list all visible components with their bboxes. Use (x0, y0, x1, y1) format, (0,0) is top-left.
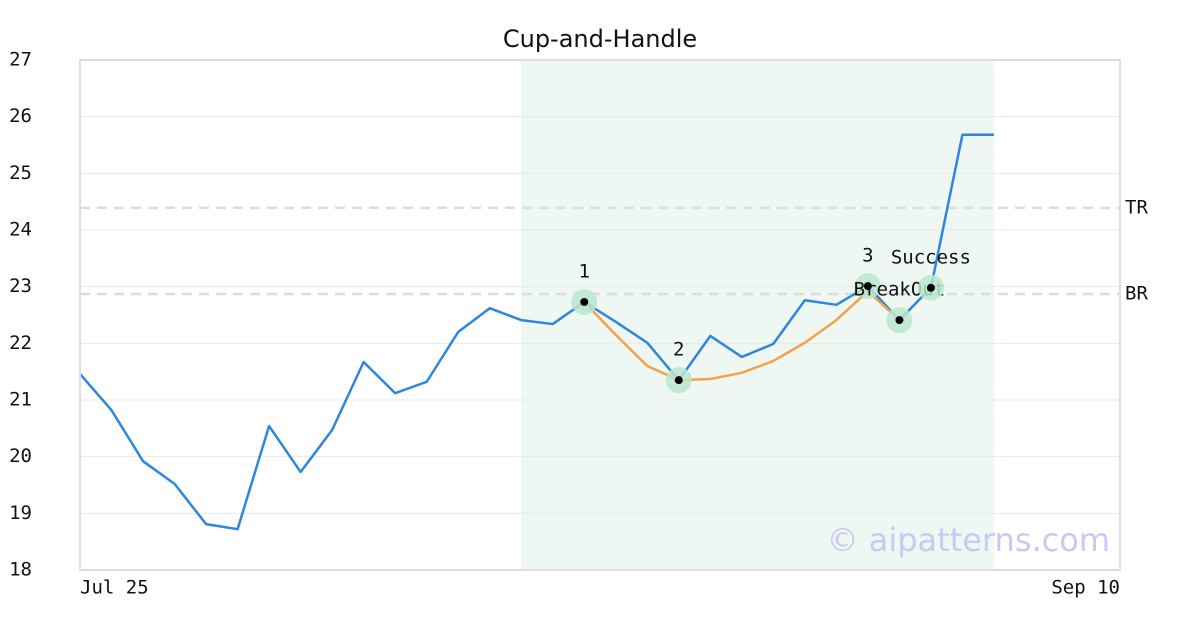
point-dot (674, 376, 683, 385)
level-label: TR (1125, 196, 1148, 218)
point-label: Success (891, 246, 971, 268)
y-tick-label: 26 (9, 105, 32, 127)
point-dot (895, 316, 904, 325)
y-tick-label: 19 (9, 502, 32, 524)
series-line (583, 289, 901, 382)
point-label: 2 (673, 339, 684, 361)
y-tick-label: 25 (9, 162, 32, 184)
watermark: © aipatterns.com (827, 521, 1110, 559)
y-tick-label: 20 (9, 445, 32, 467)
y-tick-label: 24 (9, 219, 32, 241)
point-dot (863, 282, 872, 291)
y-tick-label: 23 (9, 275, 32, 297)
chart-title: Cup-and-Handle (503, 25, 697, 53)
y-tick-label: 18 (9, 559, 32, 581)
point-dot (580, 297, 589, 306)
y-tick-label: 27 (9, 49, 32, 71)
x-tick-label: Sep 10 (1051, 577, 1120, 599)
y-tick-label: 21 (9, 389, 32, 411)
point-label: 3 (862, 245, 873, 267)
highlight-region (521, 60, 994, 570)
x-tick-label: Jul 25 (80, 577, 149, 599)
y-tick-label: 22 (9, 332, 32, 354)
series-line (79, 133, 994, 531)
level-label: BR (1125, 283, 1148, 305)
plot-border (79, 59, 1121, 571)
point-label: 1 (579, 260, 590, 282)
point-dot (926, 283, 935, 292)
